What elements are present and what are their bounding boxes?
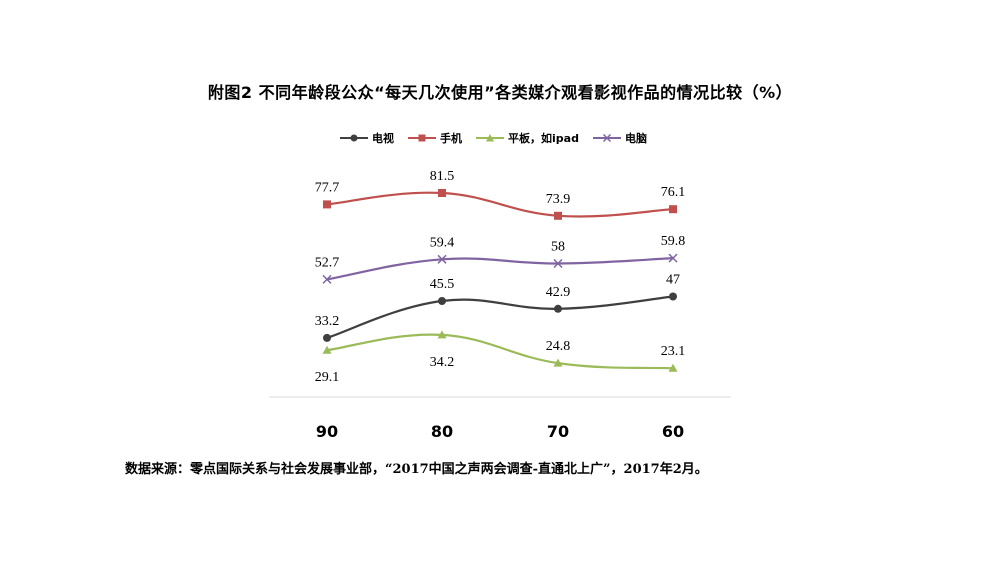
data-label-computer-80: 59.4: [430, 235, 455, 250]
chart-title: 附图2 不同年龄段公众“每天几次使用”各类媒介观看影视作品的情况比较（%）: [207, 83, 793, 102]
series-tv: 33.2 45.5 42.9 47: [315, 273, 680, 342]
data-point-phone-60: [669, 205, 677, 214]
series-line-computer: [326, 257, 674, 281]
x-tick-label-90: 90: [316, 422, 338, 441]
legend-item-tablet: 平板，如ipad: [476, 130, 579, 146]
legend-label-tablet: 平板，如ipad: [508, 132, 579, 145]
data-label-tv-80: 45.5: [430, 277, 455, 292]
legend-marker-phone: [408, 134, 436, 142]
data-point-computer-80: [437, 254, 447, 264]
legend-item-computer: 电脑: [592, 130, 647, 146]
legend-item-tv: 电视: [340, 130, 394, 146]
data-point-computer-90: [322, 274, 332, 284]
data-point-tablet-90: [322, 345, 332, 354]
data-label-computer-70: 58: [551, 240, 565, 255]
data-label-tablet-70: 24.8: [546, 339, 571, 354]
data-point-tv-60: [669, 292, 677, 301]
data-label-phone-60: 76.1: [661, 185, 686, 200]
data-point-computer-60: [668, 253, 678, 263]
legend-marker-computer: [592, 133, 621, 143]
data-label-tv-90: 33.2: [315, 314, 340, 329]
data-point-computer-70: [553, 258, 563, 269]
series-computer: 52.7 59.4 58 59.8: [315, 234, 686, 284]
x-tick-label-80: 80: [431, 422, 453, 441]
data-point-phone-70: [554, 211, 562, 220]
legend-label-computer: 电脑: [624, 132, 647, 145]
data-label-phone-90: 77.7: [315, 180, 340, 195]
data-point-tablet-80: [437, 330, 447, 339]
data-label-tv-60: 47: [666, 273, 680, 288]
series-line-phone: [326, 191, 674, 218]
data-label-phone-80: 81.5: [430, 169, 455, 184]
legend-marker-tv: [340, 134, 368, 142]
data-point-tv-90: [323, 333, 331, 342]
series-line-tv: [326, 295, 674, 339]
data-label-tablet-60: 23.1: [661, 344, 686, 359]
series-phone: 77.7 81.5 73.9 76.1: [315, 169, 686, 220]
legend-label-phone: 手机: [440, 132, 462, 145]
series-tablet: 29.1 34.2 24.8 23.1: [315, 330, 686, 385]
data-label-computer-90: 52.7: [315, 255, 340, 270]
data-label-tv-70: 42.9: [546, 285, 571, 300]
series-line-tablet: [326, 333, 674, 370]
data-label-tablet-90: 29.1: [315, 370, 340, 385]
data-label-computer-60: 59.8: [661, 234, 686, 249]
chart-legend: 电视 手机 平板，如ipad 电脑: [340, 130, 647, 146]
data-point-phone-80: [438, 189, 446, 197]
data-label-phone-70: 73.9: [546, 192, 571, 207]
data-point-tv-70: [554, 304, 562, 313]
data-point-phone-90: [323, 200, 331, 209]
x-tick-label-70: 70: [547, 422, 569, 441]
legend-item-phone: 手机: [408, 130, 462, 146]
legend-marker-tablet: [476, 134, 504, 142]
data-label-tablet-80: 34.2: [430, 355, 455, 370]
legend-label-tv: 电视: [372, 132, 394, 145]
data-point-tv-80: [438, 297, 446, 305]
x-tick-label-60: 60: [662, 422, 684, 441]
data-source-note: 数据来源：零点国际关系与社会发展事业部，“2017中国之声两会调查-直通北上广”…: [125, 462, 708, 477]
data-point-tablet-70: [553, 358, 563, 367]
data-point-tablet-60: [668, 363, 678, 372]
